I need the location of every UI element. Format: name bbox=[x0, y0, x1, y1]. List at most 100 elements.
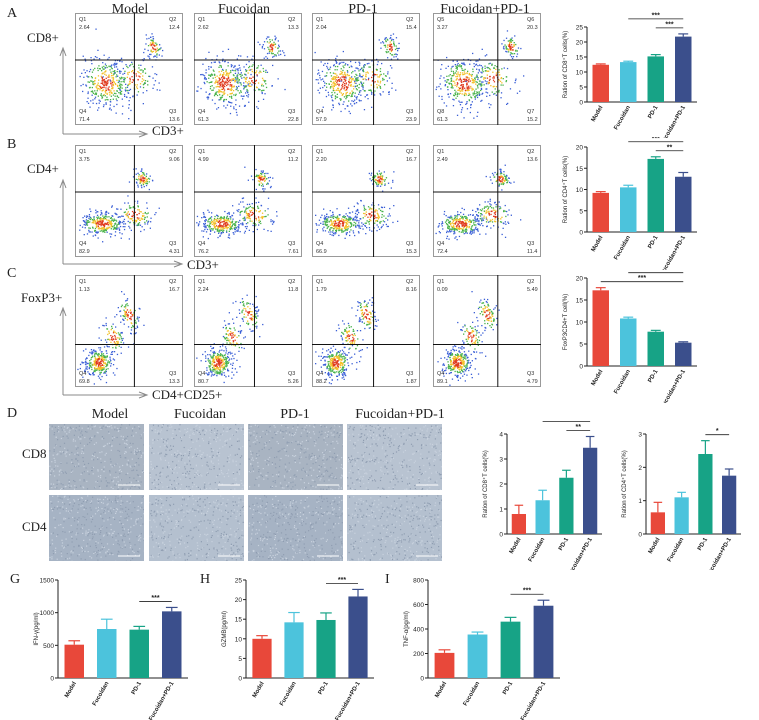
ihc-image-cd8-3 bbox=[248, 424, 343, 490]
panel-letter-i: I bbox=[385, 572, 390, 587]
quadrant-value: 11.8 bbox=[288, 287, 298, 293]
quadrant-value: 15.4 bbox=[406, 25, 417, 31]
quadrant-label: Q3 bbox=[169, 241, 176, 247]
quadrant-label: Q4 bbox=[437, 241, 444, 247]
quadrant-value: 8.16 bbox=[406, 287, 417, 293]
significance-label: *** bbox=[665, 21, 673, 28]
quadrant-value: 2.04 bbox=[316, 25, 327, 31]
y-tick-label: 15 bbox=[576, 55, 584, 62]
ihc-image-cd4-4 bbox=[347, 495, 442, 561]
bar-4 bbox=[162, 611, 182, 678]
bar-1 bbox=[592, 290, 609, 366]
bar-4 bbox=[533, 605, 554, 678]
quadrant-label: Q3 bbox=[406, 241, 413, 247]
quadrant-label: Q4 bbox=[316, 109, 323, 115]
quadrant-label: Q2 bbox=[169, 149, 176, 155]
quadrant-value: 2.49 bbox=[437, 157, 448, 163]
quadrant-label: Q1 bbox=[79, 17, 86, 23]
y-tick-label: 3 bbox=[499, 457, 503, 464]
y-tick-label: 4 bbox=[499, 432, 503, 439]
bar-3 bbox=[698, 454, 713, 534]
flow-ylabel-cd4: CD4+ bbox=[27, 161, 59, 176]
y-tick-label: 2 bbox=[499, 482, 503, 489]
quadrant-value: 2.24 bbox=[198, 287, 209, 293]
quadrant-value: 57.9 bbox=[316, 117, 327, 123]
quadrant-value: 13.3 bbox=[288, 25, 299, 31]
panel-letter-d: D bbox=[7, 406, 18, 421]
bar-4 bbox=[675, 36, 692, 102]
flow-xlabel-cd3-a: CD3+ bbox=[152, 123, 184, 138]
quadrant-label: Q1 bbox=[316, 279, 323, 285]
bar-2 bbox=[97, 629, 117, 678]
y-tick-label: 20 bbox=[576, 276, 584, 283]
quadrant-value: 1.87 bbox=[406, 379, 417, 385]
quadrant-label: Q8 bbox=[437, 109, 444, 115]
ihc-image-cd8-4 bbox=[347, 424, 442, 490]
quadrant-value: 22.8 bbox=[288, 117, 299, 123]
quadrant-value: 4.99 bbox=[198, 157, 209, 163]
bar-chart-d-cd4: 0 1 2 3 Ration of CD4⁺T cells(%) Model Fucoida… bbox=[621, 428, 741, 570]
y-tick-label: 0 bbox=[579, 100, 583, 107]
y-tick-label: 400 bbox=[413, 627, 424, 634]
bar-1 bbox=[650, 512, 665, 534]
quadrant-label: Q3 bbox=[288, 109, 295, 115]
y-tick-label: 1 bbox=[638, 498, 642, 505]
quadrant-value: 2.20 bbox=[316, 157, 327, 163]
y-tick-label: 0 bbox=[420, 676, 424, 683]
y-tick-label: 5 bbox=[579, 85, 583, 92]
bar-4 bbox=[722, 475, 737, 534]
y-tick-label: 5 bbox=[579, 342, 583, 349]
y-tick-label: 800 bbox=[413, 578, 424, 585]
quadrant-value: 61.3 bbox=[437, 117, 448, 123]
y-tick-label: 20 bbox=[576, 145, 584, 152]
bar-2 bbox=[620, 318, 637, 366]
flow-xlabel-cd4cd25: CD4+CD25+ bbox=[152, 387, 223, 402]
ihc-image-cd4-3 bbox=[248, 495, 343, 561]
quadrant-label: Q2 bbox=[527, 279, 534, 285]
quadrant-label: Q4 bbox=[316, 371, 323, 377]
quadrant-label: Q5 bbox=[437, 17, 444, 23]
ihc-image-cd4-1 bbox=[49, 495, 144, 561]
bar-1 bbox=[252, 638, 272, 678]
ihc-header-pd1: PD-1 bbox=[280, 407, 310, 422]
x-tick-label: PD-1 bbox=[502, 680, 514, 695]
bar-2 bbox=[284, 622, 304, 678]
quadrant-label: Q7 bbox=[527, 109, 534, 115]
y-tick-label: 3 bbox=[638, 432, 642, 439]
panel-letter-a: A bbox=[7, 6, 18, 21]
quadrant-value: 0.09 bbox=[437, 287, 448, 293]
x-tick-label: PD-1 bbox=[647, 104, 659, 119]
significance-label: ** bbox=[667, 144, 673, 151]
x-tick-label: Fucoidan bbox=[279, 681, 298, 707]
panel-letter-c: C bbox=[7, 266, 17, 281]
significance-label: * bbox=[716, 428, 719, 435]
quadrant-label: Q4 bbox=[79, 371, 86, 377]
panel-letter-h: H bbox=[200, 572, 211, 587]
flow-plot-b-1: Q1 3.75 Q2 9.06 Q4 82.9 Q3 4.31 bbox=[75, 145, 183, 257]
quadrant-label: Q2 bbox=[406, 279, 413, 285]
y-tick-label: 5 bbox=[238, 656, 242, 663]
x-tick-label: Model bbox=[648, 537, 662, 555]
quadrant-label: Q4 bbox=[79, 241, 86, 247]
flow-plot-b-4: Q1 2.49 Q2 13.6 Q4 72.4 Q3 11.4 bbox=[433, 145, 541, 257]
y-tick-label: 1500 bbox=[40, 578, 55, 585]
quadrant-value: 13.6 bbox=[527, 157, 538, 163]
flow-plot-a-4: Q5 3.27 Q6 20.3 Q8 61.3 Q7 15.2 bbox=[433, 13, 541, 125]
quadrant-label: Q2 bbox=[288, 149, 295, 155]
quadrant-value: 4.79 bbox=[527, 379, 538, 385]
quadrant-label: Q1 bbox=[79, 149, 86, 155]
y-tick-label: 20 bbox=[235, 597, 243, 604]
x-tick-label: PD-1 bbox=[131, 680, 143, 695]
quadrant-value: 66.9 bbox=[316, 249, 327, 255]
bar-3 bbox=[559, 477, 574, 534]
x-tick-label: Model bbox=[252, 681, 266, 699]
quadrant-value: 1.13 bbox=[79, 287, 90, 293]
significance-label: *** bbox=[523, 588, 531, 595]
quadrant-label: Q3 bbox=[288, 371, 295, 377]
quadrant-label: Q1 bbox=[437, 279, 444, 285]
ihc-image-cd8-1 bbox=[49, 424, 144, 490]
quadrant-label: Q4 bbox=[198, 109, 205, 115]
x-tick-label: Fucoidan+PD-1 bbox=[567, 536, 594, 570]
ihc-header-model: Model bbox=[91, 407, 129, 422]
quadrant-label: Q4 bbox=[437, 371, 444, 377]
